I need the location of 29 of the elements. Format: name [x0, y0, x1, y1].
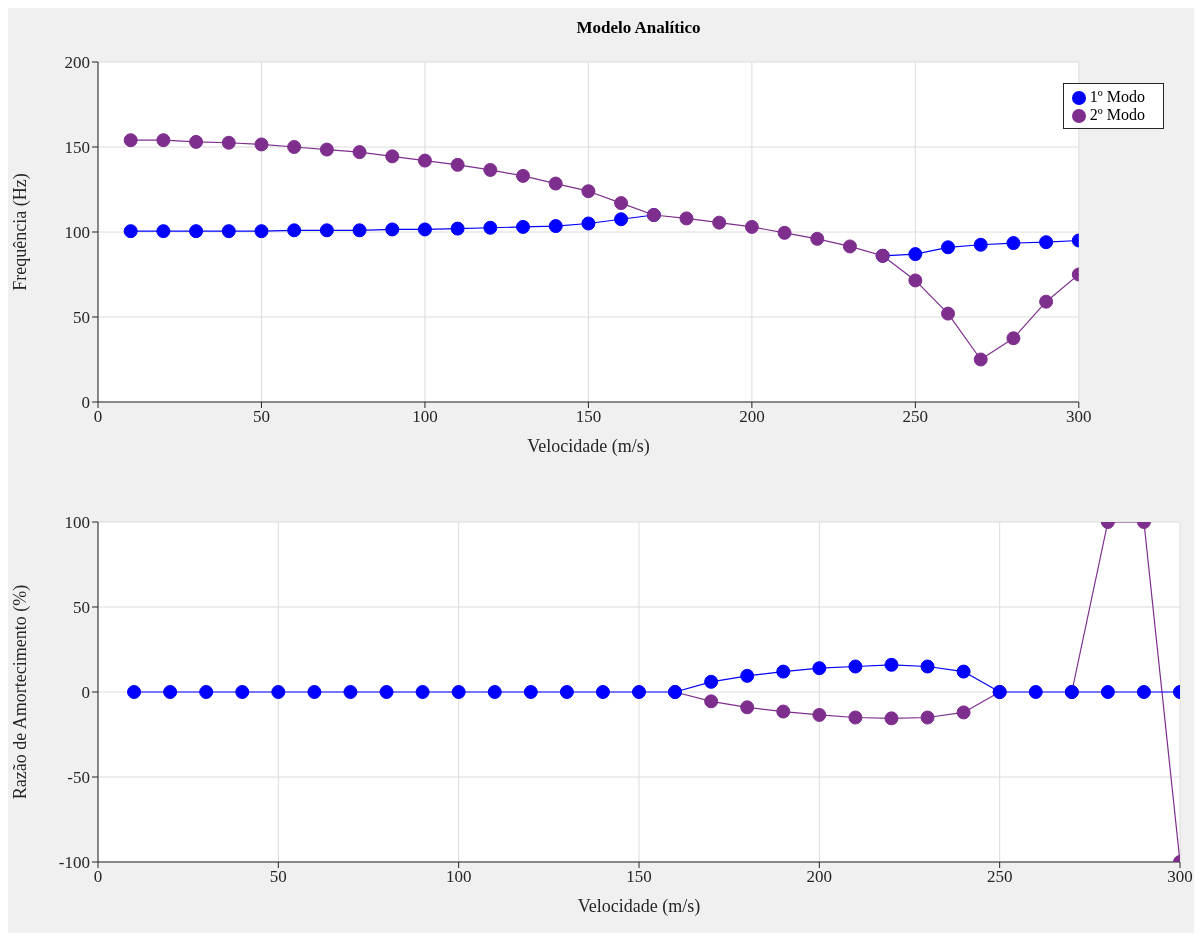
legend-label: 1º Modo [1089, 88, 1145, 105]
y-tick-label: 0 [81, 393, 90, 413]
y-tick-label: -100 [58, 853, 90, 873]
y-axis-title: Razão de Amortecimento (%) [10, 584, 32, 800]
x-axis-title: Velocidade (m/s) [577, 896, 701, 917]
x-tick-label: 200 [806, 867, 833, 887]
y-tick-label: 100 [64, 513, 90, 533]
chart-title: Modelo Analítico [575, 18, 702, 38]
x-tick-label: 300 [1066, 407, 1092, 427]
x-tick-label: 50 [252, 407, 270, 427]
x-tick-label: 150 [626, 867, 652, 887]
x-tick-label: 50 [269, 867, 287, 887]
x-tick-label: 200 [739, 407, 765, 427]
x-tick-label: 250 [902, 407, 929, 427]
y-tick-label: 150 [64, 138, 90, 158]
x-axis-title: Velocidade (m/s) [527, 436, 650, 457]
y-tick-label: 50 [73, 598, 90, 618]
x-tick-label: 100 [445, 867, 472, 887]
y-axis-title: Frequência (Hz) [10, 173, 32, 291]
legend-label: 2º Modo [1089, 106, 1145, 123]
y-tick-label: 200 [64, 53, 90, 73]
y-tick-label: 50 [73, 308, 90, 328]
x-tick-label: 100 [412, 407, 438, 427]
y-tick-label: 100 [64, 223, 90, 243]
x-tick-label: 150 [575, 407, 602, 427]
x-tick-label: 250 [986, 867, 1013, 887]
x-tick-label: 300 [1167, 867, 1193, 887]
y-tick-label: 0 [81, 683, 90, 703]
y-tick-label: -50 [67, 768, 90, 788]
